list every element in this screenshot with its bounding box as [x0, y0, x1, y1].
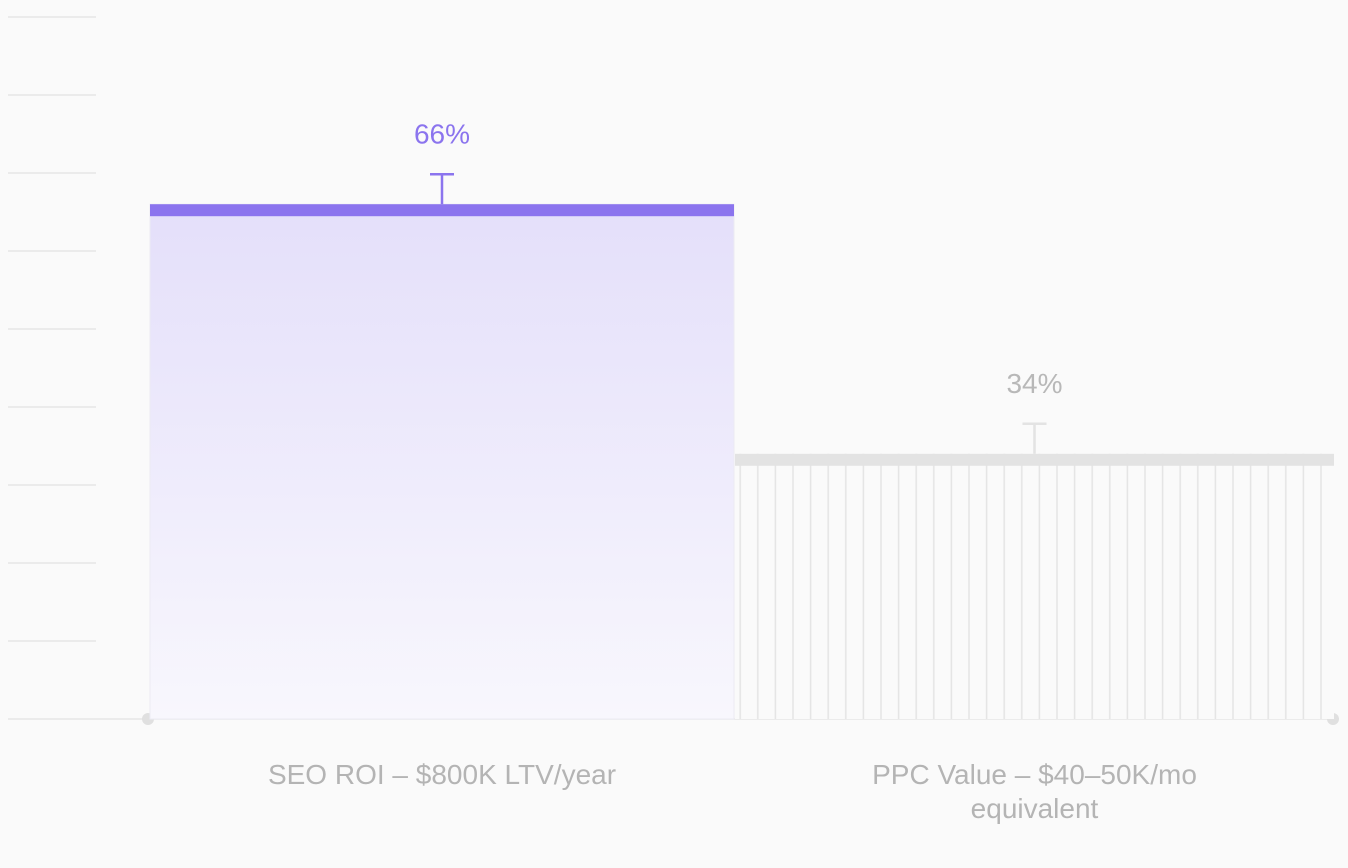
value-label: 34%: [1006, 368, 1062, 399]
value-label: 66%: [414, 119, 470, 150]
bar: [149, 203, 735, 720]
x-tick-label: SEO ROI – $800K LTV/year: [267, 759, 617, 790]
x-tick-label: PPC Value – $40–50K/mo equivalent: [872, 759, 1197, 824]
bar: [735, 453, 1334, 719]
bar-top: [150, 204, 734, 217]
bar-top: [735, 453, 1334, 466]
